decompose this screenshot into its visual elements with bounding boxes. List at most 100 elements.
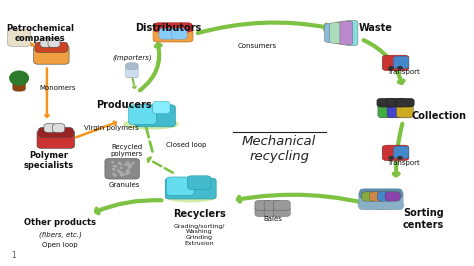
Text: Polymer
specialists: Polymer specialists bbox=[24, 151, 74, 171]
FancyBboxPatch shape bbox=[386, 98, 405, 107]
FancyBboxPatch shape bbox=[383, 55, 409, 70]
FancyBboxPatch shape bbox=[48, 38, 60, 47]
Circle shape bbox=[398, 66, 402, 69]
FancyBboxPatch shape bbox=[44, 124, 56, 133]
FancyBboxPatch shape bbox=[393, 56, 409, 69]
Circle shape bbox=[129, 164, 131, 165]
Text: Grading/sorting/
Washing
Grinding
Extrusion: Grading/sorting/ Washing Grinding Extrus… bbox=[174, 224, 225, 246]
Circle shape bbox=[128, 166, 130, 167]
Text: pkg: pkg bbox=[15, 36, 23, 40]
Circle shape bbox=[115, 166, 117, 167]
Text: Other products: Other products bbox=[24, 218, 96, 227]
FancyBboxPatch shape bbox=[159, 28, 175, 39]
FancyBboxPatch shape bbox=[34, 45, 69, 64]
Ellipse shape bbox=[358, 202, 404, 209]
Circle shape bbox=[129, 165, 131, 167]
Text: Granules: Granules bbox=[109, 182, 140, 188]
Text: Monomers: Monomers bbox=[40, 85, 76, 91]
FancyBboxPatch shape bbox=[264, 200, 281, 211]
Ellipse shape bbox=[381, 108, 410, 112]
Circle shape bbox=[120, 164, 122, 165]
Text: Consumers: Consumers bbox=[237, 43, 277, 49]
Circle shape bbox=[114, 175, 116, 176]
FancyBboxPatch shape bbox=[13, 79, 26, 91]
Circle shape bbox=[120, 174, 122, 176]
FancyBboxPatch shape bbox=[187, 176, 211, 189]
FancyBboxPatch shape bbox=[273, 206, 290, 217]
FancyBboxPatch shape bbox=[359, 191, 403, 210]
Text: Producers: Producers bbox=[97, 100, 152, 110]
FancyBboxPatch shape bbox=[153, 101, 170, 114]
FancyBboxPatch shape bbox=[37, 130, 74, 148]
Text: (Importers): (Importers) bbox=[112, 54, 152, 61]
FancyBboxPatch shape bbox=[385, 192, 400, 201]
Circle shape bbox=[127, 164, 129, 165]
Text: 1: 1 bbox=[11, 251, 16, 260]
Circle shape bbox=[112, 161, 114, 163]
Circle shape bbox=[126, 164, 128, 165]
Text: Distributors: Distributors bbox=[136, 23, 202, 34]
FancyBboxPatch shape bbox=[135, 105, 175, 127]
Circle shape bbox=[120, 167, 122, 168]
Ellipse shape bbox=[165, 192, 216, 202]
Circle shape bbox=[127, 162, 129, 163]
Circle shape bbox=[112, 169, 115, 170]
Text: Petrochemical
companies: Petrochemical companies bbox=[6, 24, 74, 43]
Circle shape bbox=[128, 169, 129, 170]
Ellipse shape bbox=[124, 119, 178, 129]
Text: Closed loop: Closed loop bbox=[166, 142, 207, 148]
FancyBboxPatch shape bbox=[395, 98, 414, 107]
Circle shape bbox=[125, 164, 127, 165]
FancyBboxPatch shape bbox=[53, 124, 65, 133]
Text: Bales: Bales bbox=[263, 216, 282, 222]
Circle shape bbox=[132, 163, 134, 164]
FancyBboxPatch shape bbox=[105, 158, 139, 179]
FancyBboxPatch shape bbox=[340, 21, 353, 45]
Text: Mechanical
recycling: Mechanical recycling bbox=[242, 135, 316, 163]
Circle shape bbox=[118, 171, 120, 172]
Circle shape bbox=[128, 172, 129, 173]
Circle shape bbox=[118, 162, 120, 163]
Circle shape bbox=[127, 170, 129, 171]
FancyBboxPatch shape bbox=[273, 200, 290, 211]
FancyBboxPatch shape bbox=[166, 177, 194, 196]
FancyBboxPatch shape bbox=[153, 26, 193, 42]
Circle shape bbox=[398, 157, 402, 159]
FancyBboxPatch shape bbox=[360, 189, 402, 198]
FancyBboxPatch shape bbox=[126, 64, 138, 78]
Text: Transport: Transport bbox=[387, 69, 419, 75]
FancyBboxPatch shape bbox=[329, 23, 342, 43]
FancyBboxPatch shape bbox=[345, 20, 358, 46]
Text: Recyclers: Recyclers bbox=[173, 209, 226, 219]
Text: Recycled
polymers: Recycled polymers bbox=[110, 144, 143, 157]
Circle shape bbox=[126, 171, 128, 172]
FancyBboxPatch shape bbox=[38, 127, 73, 137]
Text: Waste: Waste bbox=[359, 23, 393, 34]
Circle shape bbox=[113, 165, 115, 167]
Text: Collection: Collection bbox=[412, 111, 467, 121]
FancyBboxPatch shape bbox=[255, 200, 272, 211]
Circle shape bbox=[113, 173, 115, 175]
Circle shape bbox=[120, 172, 122, 174]
FancyBboxPatch shape bbox=[264, 206, 281, 217]
FancyBboxPatch shape bbox=[383, 145, 409, 160]
Circle shape bbox=[120, 172, 122, 173]
Circle shape bbox=[117, 170, 119, 171]
FancyBboxPatch shape bbox=[35, 42, 68, 52]
Text: Transport: Transport bbox=[387, 160, 419, 167]
Circle shape bbox=[125, 173, 128, 174]
Text: (fibers, etc.): (fibers, etc.) bbox=[39, 232, 82, 238]
FancyBboxPatch shape bbox=[8, 29, 31, 46]
FancyBboxPatch shape bbox=[128, 105, 156, 124]
Text: Virgin polymers: Virgin polymers bbox=[84, 125, 138, 131]
FancyBboxPatch shape bbox=[40, 38, 52, 47]
FancyBboxPatch shape bbox=[255, 206, 272, 217]
FancyBboxPatch shape bbox=[377, 192, 392, 201]
Text: Sorting
centers: Sorting centers bbox=[403, 208, 444, 230]
Text: Open loop: Open loop bbox=[42, 243, 78, 248]
FancyBboxPatch shape bbox=[126, 63, 138, 70]
FancyBboxPatch shape bbox=[324, 23, 337, 43]
FancyBboxPatch shape bbox=[369, 192, 385, 201]
FancyBboxPatch shape bbox=[362, 192, 377, 201]
FancyBboxPatch shape bbox=[172, 28, 187, 39]
